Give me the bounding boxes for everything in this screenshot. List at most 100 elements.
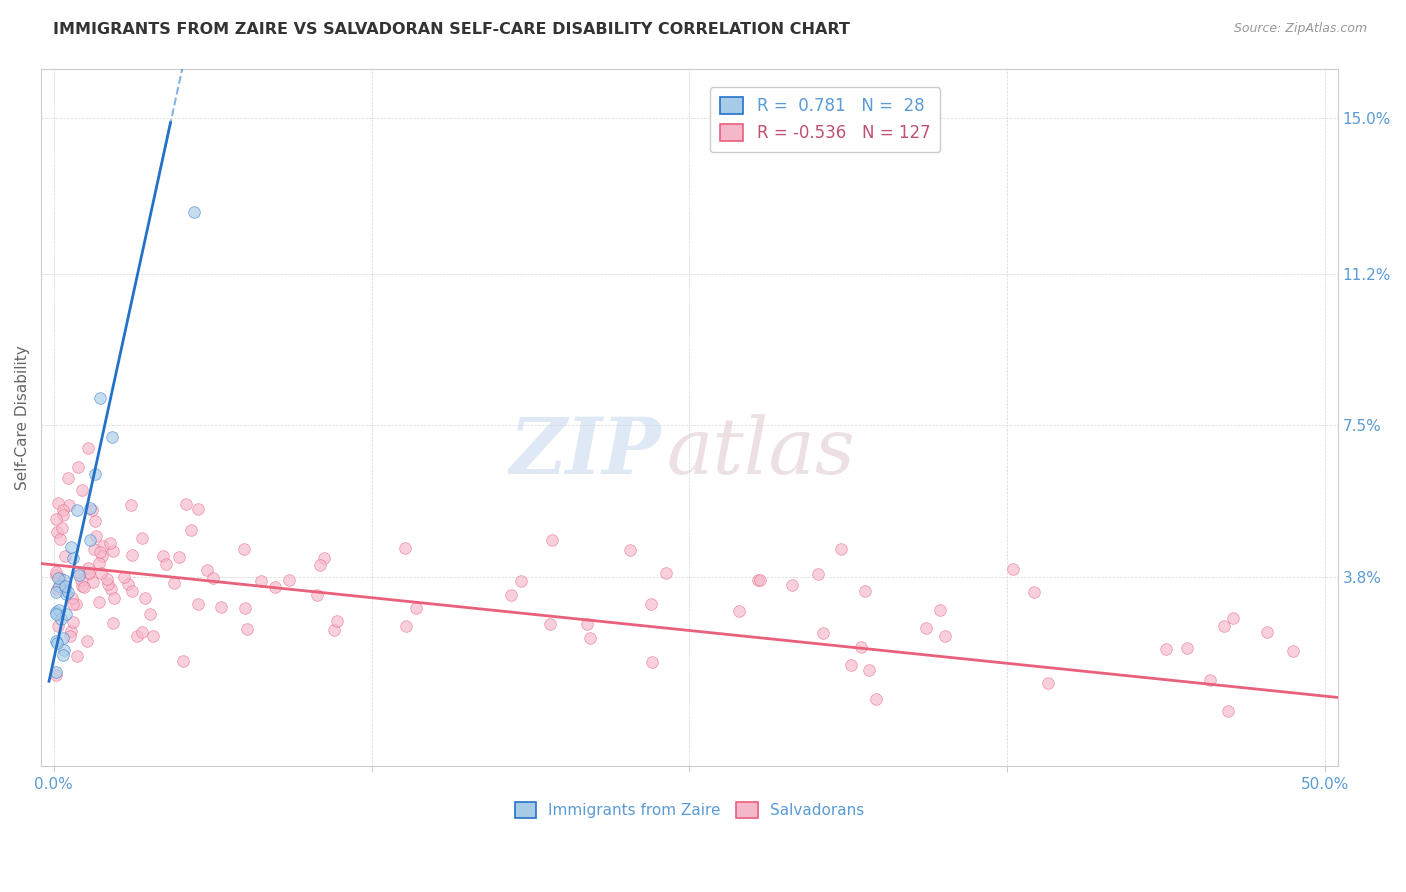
Point (405, 601, 427, 615)
Point (209, 599, 232, 614)
Point (233, 541, 256, 556)
Point (79, 566, 101, 580)
Point (509, 574, 531, 589)
Point (62, 615, 84, 629)
Point (1199, 673, 1222, 687)
Point (853, 584, 876, 599)
Point (67, 567, 90, 582)
Point (98, 535, 121, 549)
Point (48, 602, 70, 616)
Point (1212, 618, 1234, 632)
Point (45, 565, 67, 579)
Point (501, 588, 523, 602)
Point (934, 629, 956, 643)
Point (66, 502, 89, 516)
Point (67, 460, 90, 475)
Point (89, 545, 111, 559)
Point (46, 582, 69, 596)
Point (152, 549, 174, 564)
Point (91, 540, 114, 554)
Point (55, 607, 77, 621)
Point (53, 574, 76, 588)
Point (45, 665, 67, 679)
Point (70, 483, 93, 497)
Point (1001, 561, 1024, 575)
Point (928, 603, 950, 617)
Point (53, 643, 76, 657)
Point (59, 629, 82, 643)
Text: 0.0%: 0.0% (35, 777, 73, 792)
Point (101, 430, 124, 444)
Point (264, 580, 287, 594)
Point (728, 604, 751, 618)
Point (174, 497, 197, 511)
Point (1222, 611, 1244, 625)
Point (1256, 625, 1278, 640)
Point (60, 541, 83, 555)
Point (79, 501, 101, 516)
Text: 50.0%: 50.0% (1301, 777, 1350, 792)
Point (121, 549, 143, 563)
Point (1177, 640, 1199, 655)
Point (112, 570, 135, 584)
Point (811, 625, 834, 640)
Point (131, 531, 153, 545)
Point (77, 561, 100, 575)
Point (142, 629, 165, 643)
Point (277, 574, 299, 588)
Point (52, 632, 75, 646)
Point (55, 587, 77, 601)
Point (62, 551, 84, 566)
Point (201, 571, 224, 585)
Point (865, 692, 887, 706)
Point (56, 585, 79, 599)
Point (162, 576, 184, 591)
Point (45, 607, 67, 622)
Point (1154, 641, 1177, 656)
Point (45, 511, 67, 525)
Point (103, 591, 125, 606)
Point (121, 584, 143, 599)
Point (172, 654, 194, 668)
Point (394, 541, 416, 555)
Point (101, 544, 124, 558)
Point (49, 612, 72, 626)
Point (56, 470, 79, 484)
Point (578, 632, 600, 646)
Point (52, 508, 75, 522)
Point (541, 533, 564, 548)
Point (849, 640, 872, 655)
Point (233, 600, 256, 615)
Point (312, 551, 335, 566)
Point (858, 663, 880, 677)
Point (77, 566, 100, 580)
Text: Source: ZipAtlas.com: Source: ZipAtlas.com (1233, 22, 1367, 36)
Point (49, 571, 72, 585)
Point (48, 579, 70, 593)
Point (45, 524, 67, 539)
Point (70, 573, 93, 587)
Point (45, 567, 67, 582)
Point (1218, 704, 1240, 718)
Legend: Immigrants from Zaire, Salvadorans: Immigrants from Zaire, Salvadorans (509, 797, 870, 824)
Point (655, 566, 678, 581)
Point (250, 574, 273, 588)
Point (84, 529, 107, 543)
Point (73, 580, 96, 594)
Point (839, 658, 862, 673)
Point (155, 557, 177, 571)
Point (49, 532, 72, 546)
Point (576, 617, 599, 632)
Point (46, 571, 69, 585)
Point (127, 629, 149, 643)
Point (807, 567, 830, 582)
Point (195, 563, 218, 577)
Point (1282, 643, 1305, 657)
Y-axis label: Self-Care Disability: Self-Care Disability (15, 345, 30, 490)
Point (97, 576, 120, 591)
Point (51, 578, 73, 592)
Text: atlas: atlas (666, 414, 855, 491)
Point (395, 619, 418, 633)
Point (53, 581, 76, 595)
Point (76, 634, 98, 648)
